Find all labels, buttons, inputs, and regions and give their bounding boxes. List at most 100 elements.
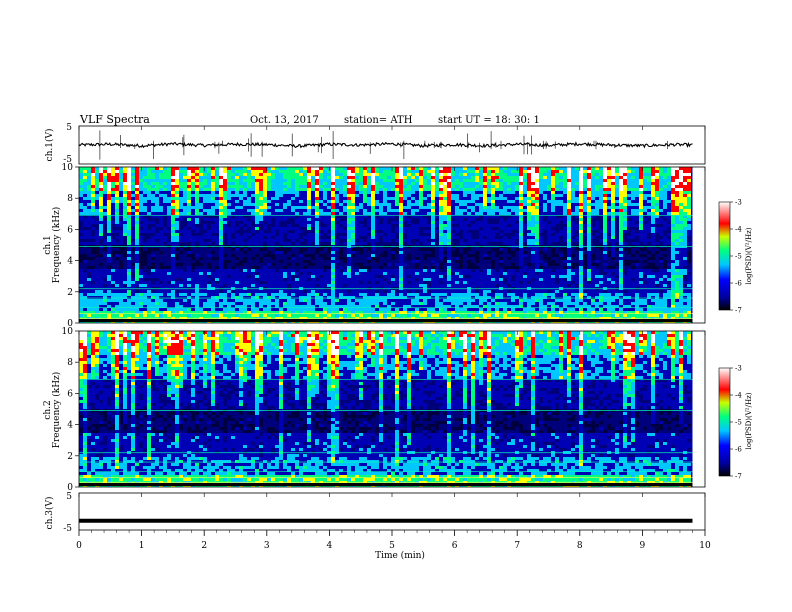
ch1-spectrogram-cell [587,170,591,173]
ch1-spectrogram-cell [583,254,587,257]
ch2-spectrogram-cell [139,358,147,361]
ch2-spectrogram-cell [439,334,443,337]
ch1-spectrogram-cell [671,215,675,218]
ch1-spectrogram-cell [675,302,683,305]
ch2-spectrogram-cell [511,331,515,334]
ch2-spectrogram-cell [643,337,647,340]
ch1-spectrogram-cell [215,311,219,314]
ch1-spectrogram-cell [527,224,535,227]
ch1-spectrogram-cell [539,251,543,254]
ch1-spectrogram-cell [427,221,431,224]
ch1-spectrogram-cell [587,188,591,191]
ch1-spectrogram-cell [267,167,271,170]
ch1-spectrogram-cell [559,236,563,239]
ch2-spectrogram-cell [235,355,239,358]
ch1-spectrogram-cell [671,185,675,188]
ch1-spectrogram-cell [435,266,439,269]
ch1-spectrogram-cell [163,242,167,245]
ch2-spectrogram-cell [571,352,579,355]
ch1-spectrogram-cell [159,302,167,305]
ch1-spectrogram-cell [231,236,235,239]
ch1-spectrogram-cell [539,188,547,191]
ch2-spectrogram-cell [311,331,319,334]
ch1-spectrogram-cell [303,266,307,269]
ch2-spectrogram-cell [155,361,159,364]
ch1-spectrogram-cell [179,311,183,314]
ch1-spectrogram-cell [639,215,643,218]
ch1-spectrogram-cell [103,263,119,266]
ch2-spectrogram-cell [631,346,635,349]
ch1-spectrogram-cell [291,242,295,245]
ch1-spectrogram-cell [379,266,383,269]
ch1-spectrogram-cell [391,302,395,305]
ch2-spectrogram-cell [475,349,479,352]
ch2-spectrogram-cell [567,340,571,343]
ch1-spectrogram-cell [447,266,451,269]
ch1-spectrogram-cell [379,212,387,215]
ch1-spectrogram-cell [415,308,419,311]
ch2-spectrogram-cell [395,331,399,334]
ch2-spectrogram-cell [439,355,447,358]
ch1-spectrogram-cell [155,167,159,170]
ch1-spectrogram-cell [591,176,595,179]
ch2-spectrogram-cell [455,340,463,343]
ch2-spectrogram-cell [291,346,295,349]
ch1-spectrogram-cell [583,176,587,179]
ch2-spectrogram-cell [559,331,563,334]
ch1-spectrogram-cell [499,230,503,233]
ch1-spectrogram-cell [263,194,267,197]
ch2-spectrogram-cell [367,337,371,340]
ch1-spectrogram-cell [279,290,283,293]
ch2-spectrogram-cell [351,352,355,355]
ch1-spectrogram-cell [347,221,351,224]
ch1-spectrogram-cell [287,251,299,254]
ch1-spectrogram-cell [647,314,659,317]
ch2-spectrogram-cell [407,358,411,361]
ch1-spectrogram-cell [283,302,287,305]
ch1-spectrogram-cell [151,290,155,293]
ch1-spectrogram-cell [323,194,327,197]
ch1-spectrogram-cell [283,206,287,209]
ch1-spectrogram-cell [263,314,267,317]
ch2-spectrogram-cell [91,346,95,349]
ch1-spectrogram-cell [447,284,451,287]
ch1-spectrogram-cell [327,284,335,287]
ch1-spectrogram-cell [583,257,587,260]
ch1-spectrogram-cell [635,170,639,173]
ch2-spectrogram-cell [139,349,143,352]
ch2-spectrogram-cell [223,346,231,349]
ch1-spectrogram-cell [171,254,175,257]
ch1-spectrogram-cell [335,251,339,254]
ch1-spectrogram-cell [607,206,611,209]
ch1-spectrogram-cell [591,167,595,170]
ch1-spectrogram-cell [619,215,623,218]
ch2-spectrogram-cell [219,343,223,346]
ch1-spectrogram-cell [515,269,519,272]
ch1-spectrogram-cell [251,284,255,287]
ch1-spectrogram-cell [91,182,95,185]
ch1-spectrogram-cell [219,236,223,239]
ch1-spectrogram-cell [379,173,395,176]
ch1-spectrogram-cell [579,173,583,176]
ch1-spectrogram-cell [187,314,191,317]
ch1-spectrogram-cell [191,251,211,254]
ch1-spectrogram-cell [439,194,447,197]
ch1-spectrogram-cell [403,212,407,215]
ch1-spectrogram-cell [411,185,419,188]
ch1-spectrogram-cell [487,218,499,221]
ch1-spectrogram-cell [199,254,207,257]
ch1-spectrogram-cell [443,242,447,245]
ch1-spectrogram-cell [475,167,479,170]
ch2-spectrogram-cell [519,337,523,340]
ch1-spectrogram-cell [399,176,403,179]
ch1-spectrogram-cell [315,233,319,236]
ch2-spectrogram-cell [311,349,319,352]
ch1-spectrogram-cell [87,176,91,179]
ch1-spectrogram-cell [339,188,343,191]
ch2-spectrogram-cell [571,358,579,361]
ch1-spectrogram-cell [255,257,259,260]
ch1-spectrogram-cell [575,233,579,236]
ch1-spectrogram-cell [219,221,223,224]
ch2-spectrogram-cell [223,343,235,346]
ch2-spectrogram-cell [163,346,167,349]
